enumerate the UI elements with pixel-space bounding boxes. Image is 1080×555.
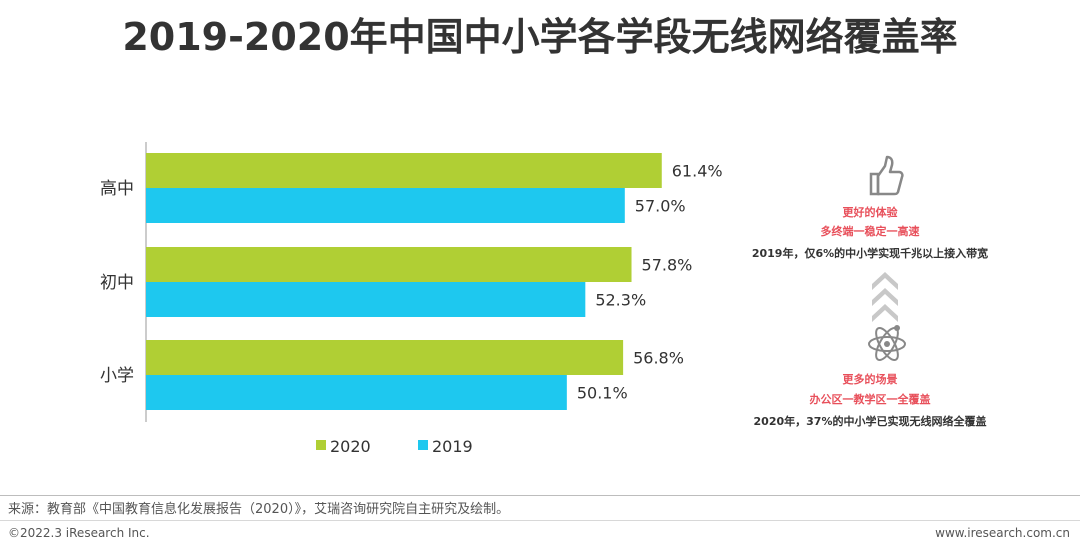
- data-label-初中-2020: 57.8%: [642, 256, 693, 275]
- source-note: 来源：教育部《中国教育信息化发展报告（2020）》，艾瑞咨询研究院自主研究及绘制…: [8, 502, 510, 517]
- bar-高中-2020: [146, 153, 662, 188]
- data-label-高中-2020: 61.4%: [672, 162, 723, 181]
- legend-swatch-2019: [418, 440, 428, 450]
- category-label-高中: 高中: [100, 179, 134, 199]
- copyright: ©2022.3 iResearch Inc.: [8, 526, 150, 540]
- data-label-小学-2020: 56.8%: [633, 349, 684, 368]
- legend-swatch-2020: [316, 440, 326, 450]
- legend: 2020 2019: [316, 437, 473, 456]
- website-link[interactable]: www.iresearch.com.cn: [935, 526, 1070, 540]
- legend-label-2019: 2019: [432, 437, 473, 456]
- bar-小学-2019: [146, 375, 567, 410]
- bar-初中-2020: [146, 247, 632, 282]
- bar-初中-2019: [146, 282, 586, 317]
- bar-小学-2020: [146, 340, 624, 375]
- bottom-panel-note: 2020年，37%的中小学已实现无线网络全覆盖: [753, 415, 987, 428]
- bottom-panel-title: 更多的场景: [842, 373, 898, 386]
- category-label-小学: 小学: [100, 366, 134, 386]
- chart-title: 2019-2020年中国中小学各学段无线网络覆盖率: [122, 15, 958, 59]
- bar-高中-2019: [146, 188, 625, 223]
- chevrons-up-icon: [872, 272, 898, 322]
- thumbs-up-icon: [869, 155, 904, 196]
- data-label-初中-2019: 52.3%: [595, 291, 646, 310]
- side-panel: 更好的体验 多终端一稳定一高速 2019年，仅6%的中小学实现千兆以上接入带宽 …: [745, 150, 1045, 440]
- bottom-panel-subtitle: 办公区一教学区一全覆盖: [809, 393, 931, 406]
- bar-chart: 61.4% 57.0% 高中 57.8% 52.3% 初中 56.8% 50.1% 小学 202…: [100, 142, 723, 456]
- footer-divider-2: [0, 520, 1080, 521]
- atom-icon: [868, 325, 906, 361]
- category-label-初中: 初中: [100, 273, 134, 293]
- data-label-高中-2019: 57.0%: [635, 197, 686, 216]
- footer-divider: [0, 495, 1080, 496]
- top-panel-note: 2019年，仅6%的中小学实现千兆以上接入带宽: [751, 247, 989, 260]
- legend-label-2020: 2020: [330, 437, 371, 456]
- top-panel-subtitle: 多终端一稳定一高速: [820, 225, 920, 238]
- data-label-小学-2019: 50.1%: [577, 384, 628, 403]
- top-panel-title: 更好的体验: [842, 206, 898, 219]
